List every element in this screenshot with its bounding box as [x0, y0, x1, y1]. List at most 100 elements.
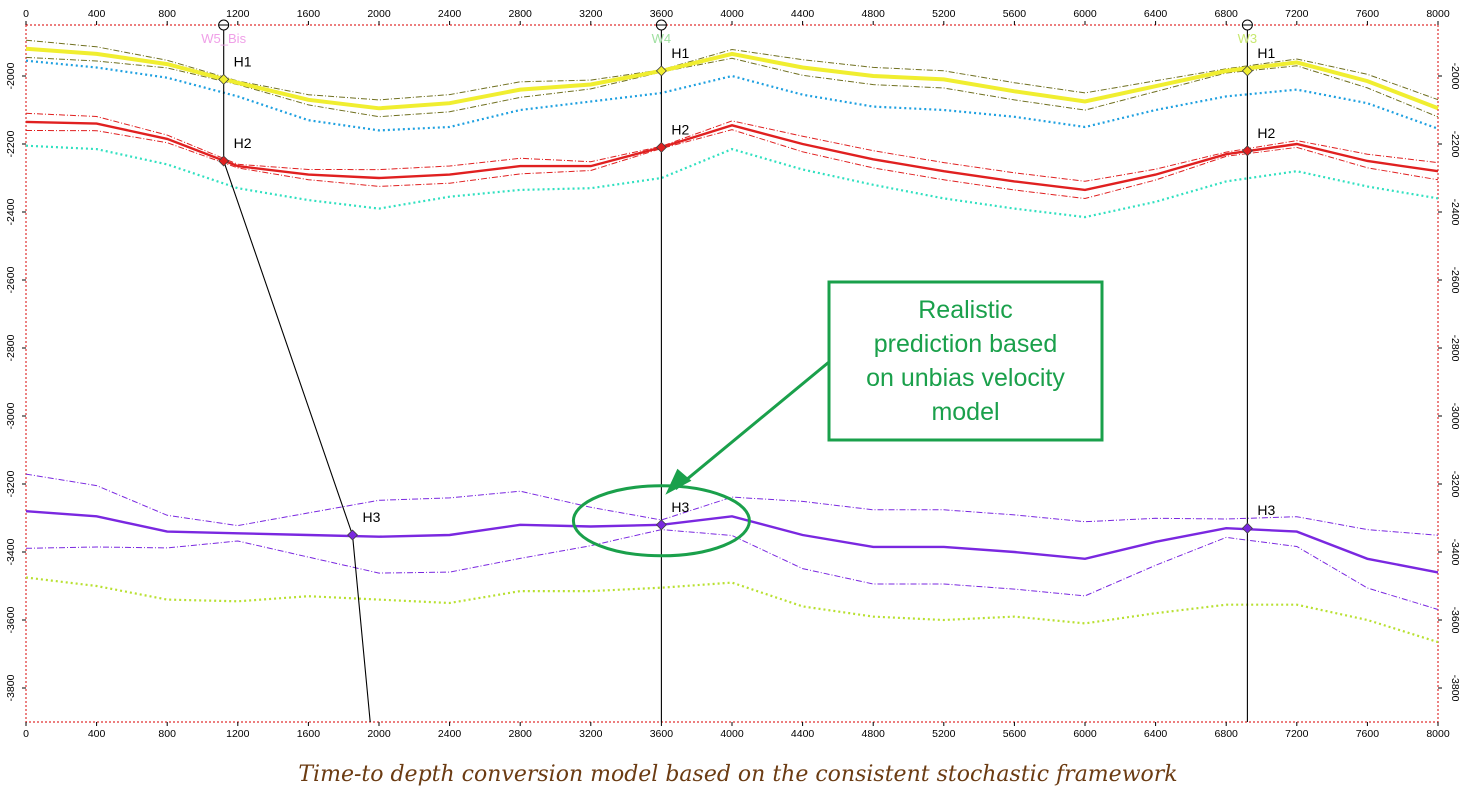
- well-pick-marker: [655, 141, 667, 153]
- horizon-label-h2: H2: [671, 121, 689, 137]
- x-tick-label-bottom: 7600: [1356, 728, 1380, 740]
- well-pick-marker: [1241, 522, 1253, 534]
- x-tick-label-bottom: 5200: [932, 728, 956, 740]
- well-label-w3: W3: [1238, 31, 1258, 46]
- x-tick-label-bottom: 1600: [297, 728, 321, 740]
- horizon-label-h2: H2: [234, 135, 252, 151]
- x-tick-label-bottom: 7200: [1285, 728, 1309, 740]
- y-tick-label-left: -3800: [5, 674, 17, 701]
- x-tick-label-top: 5200: [932, 8, 956, 20]
- y-tick-label-right: -3800: [1449, 675, 1461, 702]
- annotation-arrow: [674, 360, 830, 490]
- y-tick-label-left: -2800: [5, 334, 17, 361]
- annotation-text-line: model: [931, 398, 999, 426]
- y-tick-label-right: -2400: [1449, 199, 1461, 226]
- figure-caption: Time-to depth conversion model based on …: [298, 762, 1178, 787]
- well-pick-marker: [1241, 145, 1253, 157]
- x-tick-label-top: 6000: [1073, 8, 1097, 20]
- horizon-label-h3: H3: [363, 509, 381, 525]
- horizon-h1-lower-envelope: [25, 56, 1439, 118]
- well-label-w5_bis: W5_Bis: [201, 31, 246, 46]
- x-tick-label-bottom: 2000: [367, 728, 391, 740]
- y-tick-label-left: -2600: [5, 266, 17, 293]
- x-tick-label-top: 0: [23, 8, 29, 20]
- annotation-text-line: Realistic: [918, 296, 1012, 324]
- y-tick-label-left: -3400: [5, 538, 17, 565]
- y-tick-label-right: -3400: [1449, 539, 1461, 566]
- x-tick-label-bottom: 400: [88, 728, 106, 740]
- x-tick-label-bottom: 1200: [226, 728, 250, 740]
- horizon-h3-lower-envelope: [25, 529, 1439, 610]
- x-tick-label-top: 2400: [438, 8, 462, 20]
- annotation-arrowhead: [665, 468, 692, 495]
- x-tick-label-top: 1200: [226, 8, 250, 20]
- horizon-label-h1: H1: [1257, 45, 1275, 61]
- x-tick-label-bottom: 8000: [1426, 728, 1450, 740]
- x-tick-label-bottom: 800: [158, 728, 176, 740]
- x-tick-label-top: 4000: [720, 8, 744, 20]
- x-tick-label-top: 6400: [1144, 8, 1168, 20]
- y-tick-label-right: -3200: [1449, 471, 1461, 498]
- horizon-label-h2: H2: [1257, 125, 1275, 141]
- horizon-h2-line: [25, 120, 1439, 192]
- well-pick-marker: [1241, 65, 1253, 77]
- horizon-h2-lower-envelope: [25, 129, 1439, 200]
- horizon-h2-upper-envelope: [25, 112, 1439, 182]
- x-tick-label-bottom: 6000: [1073, 728, 1097, 740]
- y-tick-label-left: -3600: [5, 606, 17, 633]
- dotted-surface-h3: [25, 576, 1439, 644]
- annotation-ellipse: [571, 484, 751, 558]
- horizon-h1-upper-envelope: [25, 39, 1439, 101]
- x-tick-label-top: 7600: [1356, 8, 1380, 20]
- x-tick-label-bottom: 4800: [862, 728, 886, 740]
- plot-frame: [25, 24, 1439, 723]
- well-pick-marker: [655, 519, 667, 531]
- well-label-w4: W4: [652, 31, 672, 46]
- x-tick-label-bottom: 3200: [579, 728, 603, 740]
- annotation-text-line: on unbias velocity: [866, 364, 1065, 392]
- x-tick-label-top: 4400: [791, 8, 815, 20]
- y-tick-label-right: -2000: [1449, 63, 1461, 90]
- depth-section-chart: 0 0 400 400 800 800 1200 1200 1600 1600 2000 2000 24…: [5, 8, 1461, 740]
- well-pick-marker: [218, 73, 230, 85]
- x-tick-label-bottom: 2800: [509, 728, 533, 740]
- dotted-surface-h2: [25, 144, 1439, 219]
- x-tick-label-bottom: 5600: [1003, 728, 1027, 740]
- annotation-box: [827, 280, 1104, 442]
- x-tick-label-top: 400: [88, 8, 106, 20]
- horizon-h3-line: [25, 510, 1439, 574]
- y-tick-label-right: -3600: [1449, 607, 1461, 634]
- x-tick-label-top: 2000: [367, 8, 391, 20]
- well-trajectory-w5_bis: [223, 25, 371, 723]
- x-tick-label-top: 800: [158, 8, 176, 20]
- y-tick-label-right: -3000: [1449, 403, 1461, 430]
- x-tick-label-bottom: 2400: [438, 728, 462, 740]
- well-pick-marker: [347, 529, 359, 541]
- x-tick-label-top: 4800: [862, 8, 886, 20]
- y-tick-label-left: -2000: [5, 62, 17, 89]
- y-tick-label-left: -2400: [5, 198, 17, 225]
- x-tick-label-top: 5600: [1003, 8, 1027, 20]
- x-tick-label-bottom: 4400: [791, 728, 815, 740]
- y-tick-label-right: -2600: [1449, 267, 1461, 294]
- horizon-h3-upper-envelope: [25, 473, 1439, 536]
- annotation-text-line: prediction based: [874, 330, 1057, 358]
- horizon-label-h3: H3: [1257, 502, 1275, 518]
- dotted-surface-h1: [25, 59, 1439, 132]
- x-tick-label-top: 1600: [297, 8, 321, 20]
- x-tick-label-bottom: 0: [23, 728, 29, 740]
- y-tick-label-left: -2200: [5, 130, 17, 157]
- horizon-h1-line: [25, 46, 1439, 111]
- y-tick-label-left: -3200: [5, 470, 17, 497]
- horizon-label-h3: H3: [671, 499, 689, 515]
- x-tick-label-top: 8000: [1426, 8, 1450, 20]
- x-tick-label-top: 6800: [1215, 8, 1239, 20]
- x-tick-label-bottom: 6400: [1144, 728, 1168, 740]
- x-tick-label-top: 3200: [579, 8, 603, 20]
- x-tick-label-top: 3600: [650, 8, 674, 20]
- horizon-label-h1: H1: [671, 45, 689, 61]
- x-tick-label-top: 2800: [509, 8, 533, 20]
- well-pick-marker: [218, 155, 230, 167]
- x-tick-label-bottom: 4000: [720, 728, 744, 740]
- x-tick-label-bottom: 6800: [1215, 728, 1239, 740]
